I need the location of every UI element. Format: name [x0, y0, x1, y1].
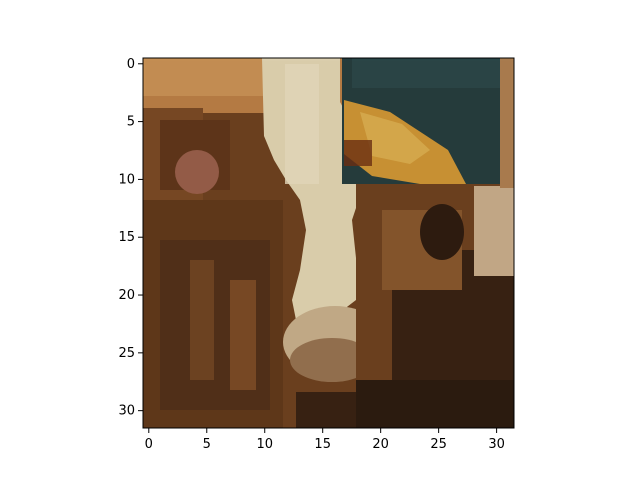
x-tick-label: 30	[488, 437, 505, 452]
x-tick-label: 20	[372, 437, 389, 452]
y-tick-label: 20	[118, 288, 135, 303]
y-tick-label: 25	[118, 346, 135, 361]
y-tick-label: 5	[127, 115, 135, 130]
y-tick-label: 10	[118, 172, 135, 187]
y-axis-ticks: 0 5 10 15 20 25 30	[118, 57, 143, 419]
y-tick-label: 0	[127, 57, 135, 72]
x-axis-ticks: 0 5 10 15 20 25 30	[145, 428, 505, 452]
blur-rect	[143, 58, 514, 428]
x-tick-label: 5	[203, 437, 211, 452]
x-tick-label: 15	[314, 437, 331, 452]
x-tick-label: 10	[256, 437, 273, 452]
y-tick-label: 30	[118, 404, 135, 419]
blur-overlay	[143, 58, 514, 428]
y-tick-label: 15	[118, 230, 135, 245]
cow-image	[143, 58, 514, 428]
axes-frame	[142, 57, 515, 429]
x-tick-label: 0	[145, 437, 153, 452]
x-tick-label: 25	[430, 437, 447, 452]
